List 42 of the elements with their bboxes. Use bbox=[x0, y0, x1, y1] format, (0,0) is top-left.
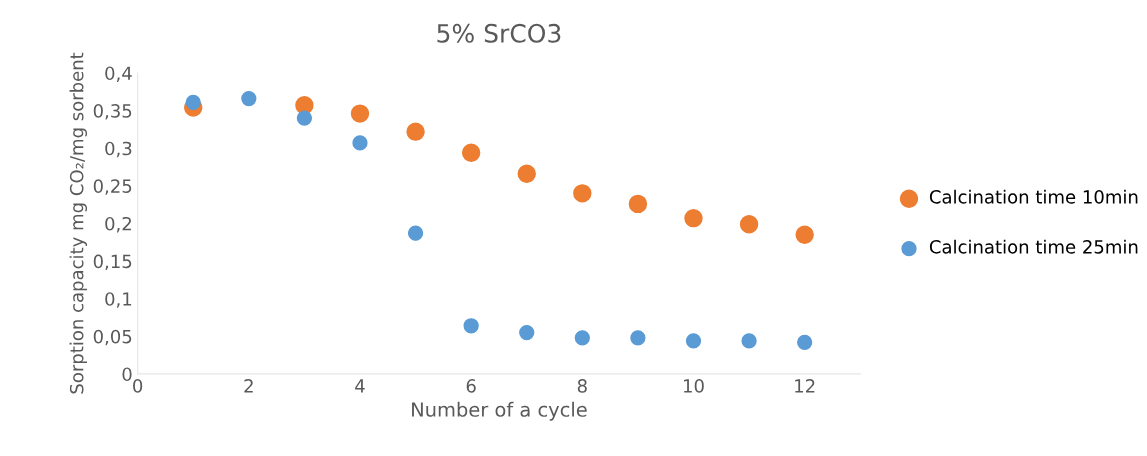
x-tick-label: 2 bbox=[244, 379, 253, 393]
y-tick-label: 0,1 bbox=[105, 292, 132, 308]
legend-label: Calcination time 25min bbox=[929, 239, 1138, 254]
x-tick-label: 4 bbox=[355, 379, 365, 393]
x-tick-label: 10 bbox=[683, 379, 704, 393]
point bbox=[628, 194, 648, 214]
x-axis-title: Number of a cycle bbox=[412, 401, 587, 421]
chart-title: 5% SrCO3 bbox=[437, 23, 561, 43]
y-tick-label: 0 bbox=[122, 367, 132, 382]
point bbox=[574, 330, 590, 346]
x-tick-label: 8 bbox=[577, 379, 587, 393]
x-tick-label: 12 bbox=[795, 379, 815, 393]
point bbox=[461, 143, 481, 162]
point bbox=[407, 225, 424, 241]
point bbox=[352, 135, 368, 151]
legend-label: Calcination time 10min bbox=[929, 189, 1138, 204]
point bbox=[296, 110, 313, 126]
point bbox=[685, 333, 702, 349]
point bbox=[350, 104, 370, 123]
y-axis-title: Sorption capacity mg CO₂/mg sorbent bbox=[69, 52, 88, 394]
point bbox=[797, 334, 813, 350]
point bbox=[741, 333, 757, 349]
y-tick-label: 0,3 bbox=[105, 141, 132, 158]
y-tick-label: 0,35 bbox=[93, 104, 132, 120]
y-tick-label: 0,15 bbox=[93, 254, 132, 271]
point bbox=[185, 94, 201, 110]
point bbox=[241, 90, 257, 107]
point bbox=[406, 122, 425, 141]
y-tick-label: 0,2 bbox=[105, 216, 131, 233]
point bbox=[630, 330, 646, 346]
point bbox=[519, 324, 535, 341]
point bbox=[517, 164, 536, 183]
y-tick-label: 0,25 bbox=[93, 179, 132, 195]
point bbox=[573, 184, 592, 203]
x-tick-label: 0 bbox=[133, 379, 143, 393]
point bbox=[463, 318, 479, 334]
y-tick-label: 0,4 bbox=[105, 66, 132, 82]
point bbox=[795, 225, 814, 244]
x-tick-label: 6 bbox=[466, 379, 476, 393]
y-tick-label: 0,05 bbox=[93, 329, 132, 346]
point bbox=[684, 208, 703, 228]
point bbox=[739, 214, 759, 234]
